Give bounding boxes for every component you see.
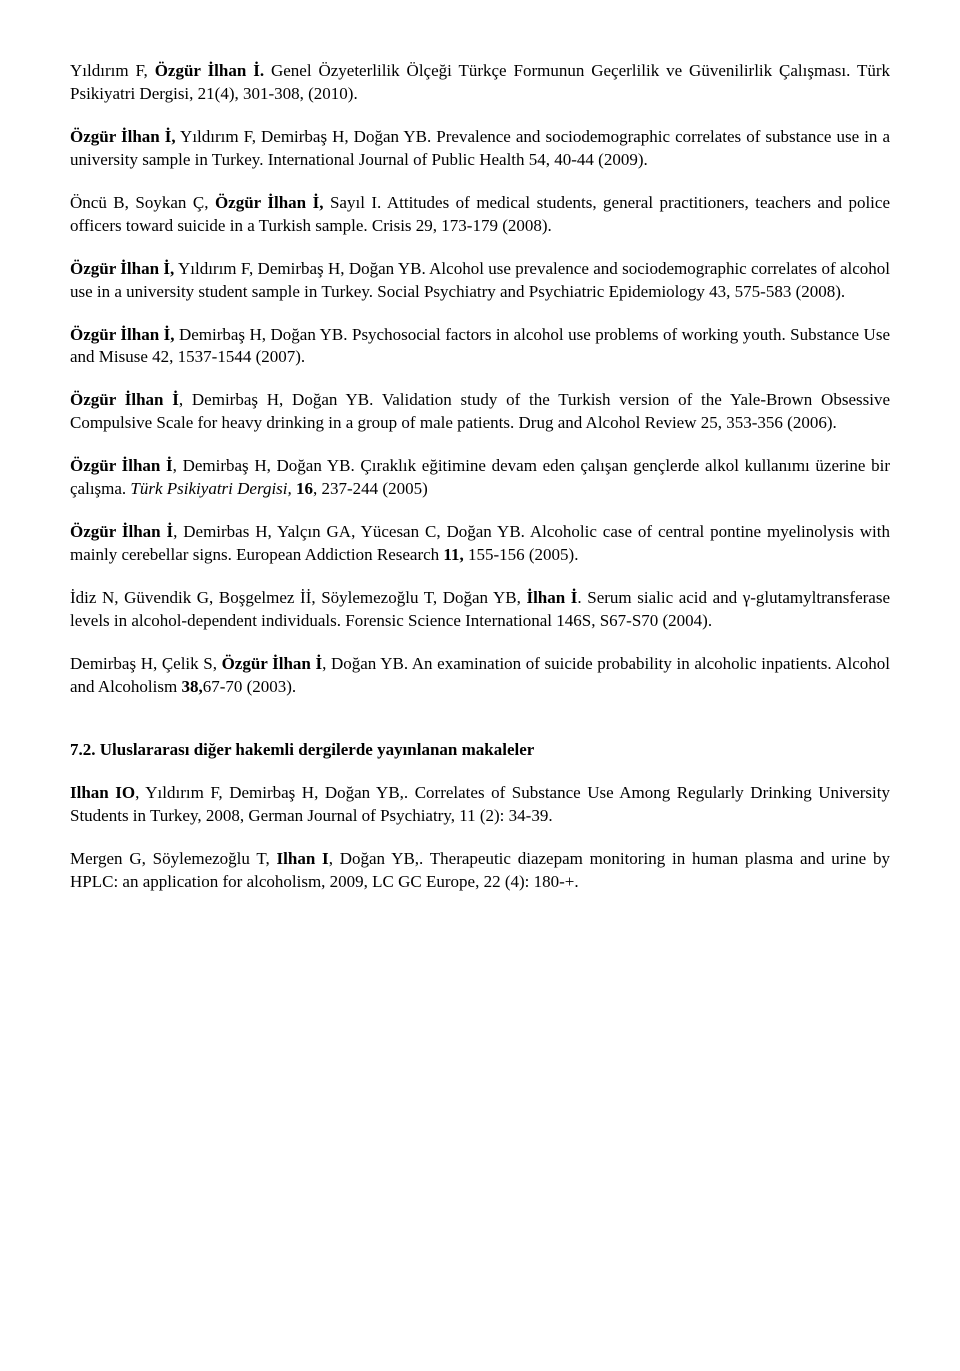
reference-text: Özgür İlhan İ. [155,61,264,80]
reference-text: 16 [296,479,313,498]
reference-text: , 237-244 (2005) [313,479,428,498]
reference-text: Mergen G, Söylemezoğlu T, [70,849,277,868]
reference-text: Ilhan I [277,849,329,868]
reference-text: Özgür İlhan İ, [70,127,176,146]
reference-entry: Özgür İlhan İ, Yıldırım F, Demirbaş H, D… [70,126,890,172]
reference-entry: Ilhan IO, Yıldırım F, Demirbaş H, Doğan … [70,782,890,828]
reference-text: Öncü B, Soykan Ç, [70,193,215,212]
reference-entry: İdiz N, Güvendik G, Boşgelmez İİ, Söylem… [70,587,890,633]
reference-text: Özgür İlhan İ [222,654,323,673]
reference-entry: Özgür İlhan İ, Demirbaş H, Doğan YB. Çır… [70,455,890,501]
reference-text: Demirbaş H, Doğan YB. Psychosocial facto… [70,325,890,367]
reference-text: , Yıldırım F, Demirbaş H, Doğan YB,. Cor… [70,783,890,825]
reference-text: Özgür İlhan İ [70,390,179,409]
reference-text: Özgür İlhan İ [70,522,173,541]
reference-text: Özgür İlhan İ, [70,325,175,344]
reference-entry: Yıldırım F, Özgür İlhan İ. Genel Özyeter… [70,60,890,106]
reference-text: İdiz N, Güvendik G, Boşgelmez İİ, Söylem… [70,588,526,607]
section-heading: 7.2. Uluslararası diğer hakemli dergiler… [70,739,890,762]
reference-entry: Özgür İlhan İ, Demirbas H, Yalçın GA, Yü… [70,521,890,567]
reference-entry: Demirbaş H, Çelik S, Özgür İlhan İ, Doğa… [70,653,890,699]
reference-text: 11, [443,545,463,564]
reference-entry: Özgür İlhan İ, Demirbaş H, Doğan YB. Psy… [70,324,890,370]
reference-text: 38, [181,677,202,696]
reference-text: Türk Psikiyatri Dergisi, [130,479,291,498]
reference-entry: Öncü B, Soykan Ç, Özgür İlhan İ, Sayıl I… [70,192,890,238]
reference-entry: Mergen G, Söylemezoğlu T, Ilhan I, Doğan… [70,848,890,894]
reference-text: Yıldırım F, [70,61,155,80]
reference-text: Ilhan IO [70,783,135,802]
reference-text: Yıldırım F, Demirbaş H, Doğan YB. Alcoho… [70,259,890,301]
reference-text: Yıldırım F, Demirbaş H, Doğan YB. Preval… [70,127,890,169]
reference-text: Özgür İlhan İ, [70,259,174,278]
reference-entry: Özgür İlhan İ, Demirbaş H, Doğan YB. Val… [70,389,890,435]
reference-entry: Özgür İlhan İ, Yıldırım F, Demirbaş H, D… [70,258,890,304]
reference-text: Özgür İlhan İ [70,456,173,475]
reference-text: , Demirbaş H, Doğan YB. Validation study… [70,390,890,432]
reference-text: Özgür İlhan İ, [215,193,324,212]
reference-text: Demirbaş H, Çelik S, [70,654,222,673]
reference-text: 155-156 (2005). [464,545,579,564]
reference-text: İlhan İ [526,588,577,607]
reference-text: 67-70 (2003). [203,677,296,696]
